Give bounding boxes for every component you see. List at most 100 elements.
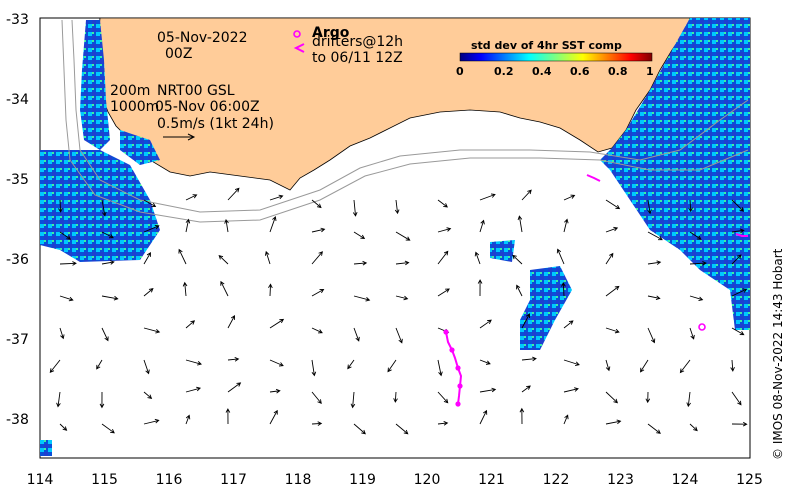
current-vector [101, 295, 119, 301]
current-vector [521, 356, 537, 362]
current-vector [512, 254, 523, 265]
current-vector [689, 260, 707, 266]
current-vector [269, 194, 284, 201]
colorbar-tick-label: 0.8 [608, 65, 628, 78]
current-vector [347, 359, 355, 370]
drifter-track [735, 233, 748, 237]
current-vector [227, 315, 236, 329]
current-vector [437, 250, 449, 265]
current-vector [353, 327, 360, 342]
y-tick-label: -36 [6, 252, 29, 268]
current-vector [56, 391, 61, 408]
current-vector [311, 359, 317, 377]
current-vector [563, 359, 580, 366]
x-tick-label: 118 [284, 472, 312, 488]
current-vectors [49, 187, 748, 435]
current-vector [689, 423, 698, 432]
current-vector [264, 250, 271, 265]
current-vector [350, 391, 356, 409]
scale-label: 0.5m/s (1kt 24h) [157, 116, 274, 132]
drifter-tracks [293, 43, 748, 407]
current-vector [688, 199, 693, 213]
current-vector [647, 260, 662, 265]
current-vector [647, 327, 656, 344]
y-tick-label: -35 [6, 172, 29, 188]
current-vector [689, 295, 704, 301]
y-tick-label: -38 [6, 412, 29, 428]
drifters-legend-line2: to 06/11 12Z [312, 50, 403, 66]
current-vector [185, 414, 191, 425]
current-vector [679, 359, 691, 374]
current-vector [311, 289, 325, 297]
current-vector [731, 327, 745, 336]
current-vector [311, 251, 323, 265]
current-vector [605, 359, 611, 372]
y-tick-label: -37 [6, 332, 29, 348]
product-name: NRT00 GSL [157, 83, 235, 99]
current-vector [479, 359, 491, 365]
current-vector [353, 260, 368, 266]
current-vector [395, 260, 410, 266]
current-vector [393, 391, 398, 403]
x-tick-label: 122 [542, 472, 570, 488]
current-vector [269, 216, 277, 233]
current-vector [437, 199, 448, 208]
current-vector [353, 231, 366, 239]
current-vector [59, 423, 68, 431]
current-vector [730, 359, 735, 372]
current-vector [605, 391, 619, 404]
argo-float-legend [293, 30, 301, 38]
current-vector [395, 327, 403, 344]
current-vector [59, 231, 72, 240]
x-tick-label: 125 [736, 472, 763, 488]
sst-coverage [40, 18, 750, 456]
current-vector [437, 227, 452, 233]
current-vector [605, 199, 621, 210]
current-vector [731, 228, 745, 234]
current-vector [227, 187, 240, 201]
date-line2: 00Z [165, 46, 193, 62]
y-tick-label: -33 [6, 12, 29, 28]
current-vector [479, 219, 485, 233]
current-vector [143, 252, 151, 265]
current-vector [227, 357, 240, 362]
x-tick-label: 117 [220, 472, 247, 488]
current-vector [143, 224, 160, 233]
current-vector [731, 421, 748, 427]
x-tick-label: 114 [26, 472, 54, 488]
current-vector [311, 421, 323, 426]
current-vector [143, 199, 157, 207]
current-vector [605, 327, 620, 334]
current-vector [311, 327, 323, 334]
current-vector [395, 231, 411, 241]
current-vector [353, 295, 371, 302]
current-vector [477, 279, 483, 297]
colorbar-tick-label: 0.6 [570, 65, 590, 78]
current-vector [563, 218, 569, 233]
current-vector [517, 215, 523, 233]
isobath-1000m: 1000m [110, 99, 160, 115]
current-vector [605, 285, 620, 297]
current-vector [647, 423, 661, 434]
current-vector [731, 288, 748, 297]
current-vector [227, 382, 242, 393]
current-vector [437, 359, 443, 377]
date-line1: 05-Nov-2022 [157, 30, 248, 46]
current-vector [59, 327, 65, 340]
x-tick-label: 119 [349, 472, 376, 488]
argo-floats [293, 30, 706, 331]
current-vector [220, 280, 229, 297]
current-vector [269, 409, 278, 425]
x-tick-label: 121 [478, 472, 505, 488]
current-vector [185, 194, 198, 201]
current-vector [689, 327, 695, 340]
current-vector [225, 408, 231, 425]
current-vector [218, 254, 229, 265]
isobath-200m: 200m [110, 83, 151, 99]
current-vector [479, 387, 497, 393]
current-vector [178, 248, 187, 265]
current-vector [479, 409, 488, 425]
current-vector [143, 327, 161, 334]
current-vector [269, 388, 281, 394]
